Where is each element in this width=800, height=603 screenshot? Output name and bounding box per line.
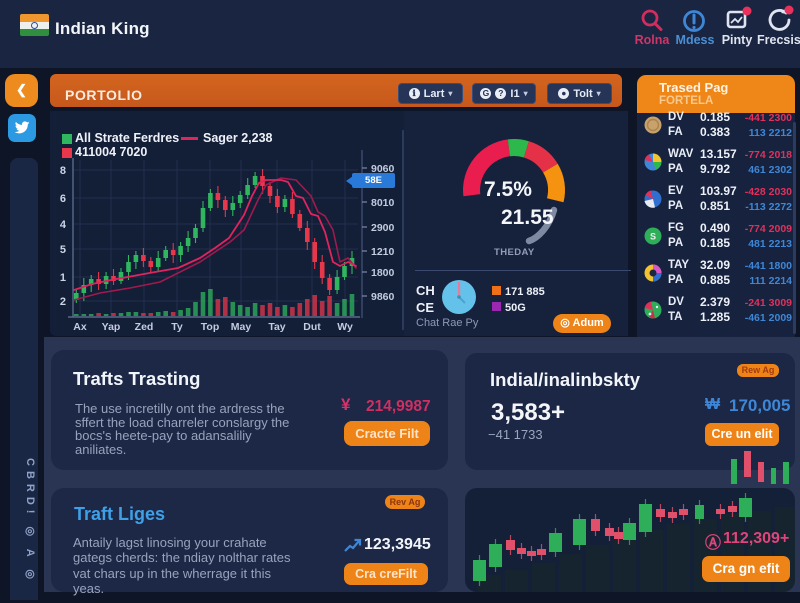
svg-text:Yap: Yap xyxy=(102,321,121,333)
svg-text:Ty: Ty xyxy=(171,321,183,333)
svg-text:2900: 2900 xyxy=(371,222,395,234)
svg-text:Wy: Wy xyxy=(337,321,353,333)
svg-text:6: 6 xyxy=(60,193,66,205)
svg-text:Dut: Dut xyxy=(303,321,321,333)
svg-text:8010: 8010 xyxy=(371,197,395,209)
svg-text:Zed: Zed xyxy=(135,321,154,333)
svg-text:Top: Top xyxy=(201,321,219,333)
svg-text:1800: 1800 xyxy=(371,267,395,279)
svg-text:9060: 9060 xyxy=(371,163,395,175)
svg-text:1: 1 xyxy=(60,272,66,284)
svg-text:S: S xyxy=(650,232,656,242)
svg-text:Ax: Ax xyxy=(73,321,87,333)
svg-text:May: May xyxy=(231,321,252,333)
svg-text:9860: 9860 xyxy=(371,291,395,303)
svg-text:5: 5 xyxy=(60,244,66,256)
svg-text:2: 2 xyxy=(60,296,66,308)
svg-text:Tay: Tay xyxy=(268,321,285,333)
svg-text:8: 8 xyxy=(60,165,66,177)
svg-text:4: 4 xyxy=(60,219,67,231)
svg-text:1210: 1210 xyxy=(371,246,395,258)
